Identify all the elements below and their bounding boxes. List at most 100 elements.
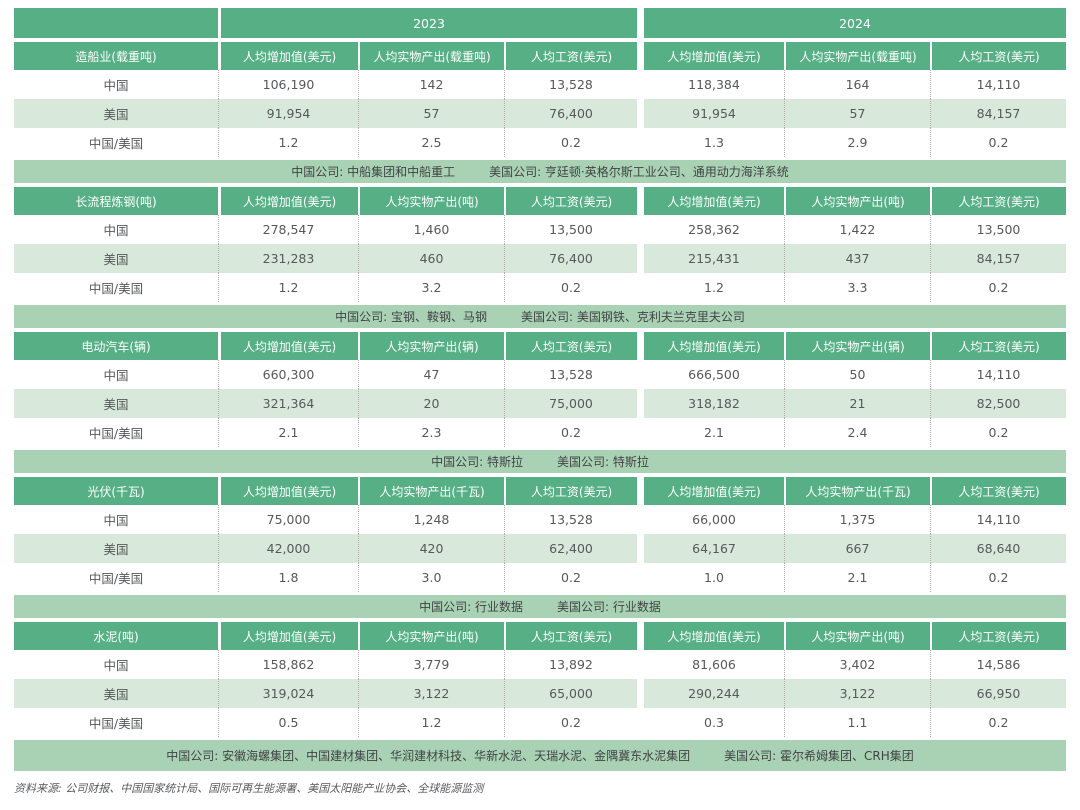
column-header: 人均实物产出(载重吨) xyxy=(358,42,504,70)
value-cell: 460 xyxy=(358,244,504,273)
column-header: 人均工资(美元) xyxy=(504,332,637,360)
value-cell: 14,110 xyxy=(930,505,1066,534)
value-cell: 660,300 xyxy=(218,360,358,389)
value-cell: 3,402 xyxy=(784,650,930,679)
value-cell: 318,182 xyxy=(637,389,784,418)
value-cell: 66,950 xyxy=(930,679,1066,708)
column-header: 人均增加值(美元) xyxy=(218,42,358,70)
industry-section: 造船业(载重吨) 人均增加值(美元) 人均实物产出(载重吨) 人均工资(美元) … xyxy=(14,42,1066,183)
column-header: 人均增加值(美元) xyxy=(637,622,784,650)
value-cell: 258,362 xyxy=(637,215,784,244)
company-note-row: 中国公司: 特斯拉 美国公司: 特斯拉 xyxy=(14,450,1066,473)
value-cell: 0.2 xyxy=(930,273,1066,302)
table-row: 美国 231,283 460 76,400 215,431 437 84,157 xyxy=(14,244,1066,273)
value-cell: 158,862 xyxy=(218,650,358,679)
value-cell: 0.2 xyxy=(930,418,1066,447)
value-cell: 666,500 xyxy=(637,360,784,389)
section-header-row: 造船业(载重吨) 人均增加值(美元) 人均实物产出(载重吨) 人均工资(美元) … xyxy=(14,42,1066,70)
value-cell: 1,248 xyxy=(358,505,504,534)
value-cell: 215,431 xyxy=(637,244,784,273)
column-header: 人均工资(美元) xyxy=(930,622,1066,650)
table-row: 美国 91,954 57 76,400 91,954 57 84,157 xyxy=(14,99,1066,128)
value-cell: 118,384 xyxy=(637,70,784,99)
industry-label: 造船业(载重吨) xyxy=(14,42,218,70)
value-cell: 2.9 xyxy=(784,128,930,157)
table-row: 中国 106,190 142 13,528 118,384 164 14,110 xyxy=(14,70,1066,99)
column-header: 人均实物产出(千瓦) xyxy=(358,477,504,505)
column-header: 人均增加值(美元) xyxy=(218,477,358,505)
row-label: 美国 xyxy=(14,534,218,563)
value-cell: 42,000 xyxy=(218,534,358,563)
value-cell: 0.2 xyxy=(504,708,637,737)
column-header: 人均增加值(美元) xyxy=(218,187,358,215)
value-cell: 57 xyxy=(358,99,504,128)
column-header: 人均增加值(美元) xyxy=(218,622,358,650)
column-header: 人均工资(美元) xyxy=(504,187,637,215)
value-cell: 231,283 xyxy=(218,244,358,273)
column-header: 人均工资(美元) xyxy=(930,477,1066,505)
value-cell: 65,000 xyxy=(504,679,637,708)
value-cell: 0.2 xyxy=(504,418,637,447)
value-cell: 13,500 xyxy=(930,215,1066,244)
column-header: 人均实物产出(吨) xyxy=(784,187,930,215)
value-cell: 319,024 xyxy=(218,679,358,708)
value-cell: 1,375 xyxy=(784,505,930,534)
source-note: 资料来源: 公司财报、中国国家统计局、国际可再生能源署、美国太阳能产业协会、全球… xyxy=(14,782,484,795)
value-cell: 13,528 xyxy=(504,505,637,534)
industry-section: 光伏(千瓦) 人均增加值(美元) 人均实物产出(千瓦) 人均工资(美元) 人均增… xyxy=(14,477,1066,618)
value-cell: 3.3 xyxy=(784,273,930,302)
value-cell: 3,122 xyxy=(784,679,930,708)
row-label: 中国 xyxy=(14,360,218,389)
section-header-row: 电动汽车(辆) 人均增加值(美元) 人均实物产出(辆) 人均工资(美元) 人均增… xyxy=(14,332,1066,360)
value-cell: 437 xyxy=(784,244,930,273)
column-header: 人均工资(美元) xyxy=(504,42,637,70)
column-header: 人均增加值(美元) xyxy=(637,42,784,70)
company-note-row: 中国公司: 宝钢、鞍钢、马钢 美国公司: 美国钢铁、克利夫兰克里夫公司 xyxy=(14,305,1066,328)
value-cell: 0.3 xyxy=(637,708,784,737)
table-row: 中国/美国 2.1 2.3 0.2 2.1 2.4 0.2 xyxy=(14,418,1066,447)
value-cell: 1.8 xyxy=(218,563,358,592)
year-label-2023: 2023 xyxy=(218,8,637,38)
industry-label: 水泥(吨) xyxy=(14,622,218,650)
company-note-usa: 美国公司: 行业数据 xyxy=(557,600,661,614)
table-row: 中国 158,862 3,779 13,892 81,606 3,402 14,… xyxy=(14,650,1066,679)
value-cell: 667 xyxy=(784,534,930,563)
table-row: 中国/美国 1.2 2.5 0.2 1.3 2.9 0.2 xyxy=(14,128,1066,157)
table-row: 中国/美国 0.5 1.2 0.2 0.3 1.1 0.2 xyxy=(14,708,1066,737)
table-row: 中国 75,000 1,248 13,528 66,000 1,375 14,1… xyxy=(14,505,1066,534)
column-header: 人均工资(美元) xyxy=(930,187,1066,215)
value-cell: 76,400 xyxy=(504,99,637,128)
company-note-row: 中国公司: 中船集团和中船重工 美国公司: 亨廷顿·英格尔斯工业公司、通用动力海… xyxy=(14,160,1066,183)
company-note-china: 中国公司: 宝钢、鞍钢、马钢 xyxy=(335,310,487,324)
row-label: 中国/美国 xyxy=(14,418,218,447)
industry-label: 光伏(千瓦) xyxy=(14,477,218,505)
year-header-empty-cell xyxy=(14,8,218,38)
value-cell: 290,244 xyxy=(637,679,784,708)
value-cell: 321,364 xyxy=(218,389,358,418)
company-note-usa: 美国公司: 霍尔希姆集团、CRH集团 xyxy=(724,749,914,763)
value-cell: 84,157 xyxy=(930,244,1066,273)
value-cell: 2.5 xyxy=(358,128,504,157)
table-row: 中国/美国 1.8 3.0 0.2 1.0 2.1 0.2 xyxy=(14,563,1066,592)
value-cell: 68,640 xyxy=(930,534,1066,563)
column-header: 人均实物产出(吨) xyxy=(784,622,930,650)
value-cell: 0.2 xyxy=(930,708,1066,737)
value-cell: 1.2 xyxy=(358,708,504,737)
value-cell: 57 xyxy=(784,99,930,128)
company-note-usa: 美国公司: 美国钢铁、克利夫兰克里夫公司 xyxy=(521,310,745,324)
value-cell: 1.2 xyxy=(218,273,358,302)
company-note-china: 中国公司: 中船集团和中船重工 xyxy=(291,165,456,179)
value-cell: 14,110 xyxy=(930,360,1066,389)
value-cell: 21 xyxy=(784,389,930,418)
column-header: 人均增加值(美元) xyxy=(637,477,784,505)
value-cell: 84,157 xyxy=(930,99,1066,128)
year-label-2024: 2024 xyxy=(637,8,1066,38)
value-cell: 1,460 xyxy=(358,215,504,244)
value-cell: 1.2 xyxy=(637,273,784,302)
column-header: 人均实物产出(辆) xyxy=(784,332,930,360)
column-header: 人均实物产出(吨) xyxy=(358,187,504,215)
value-cell: 1.1 xyxy=(784,708,930,737)
value-cell: 81,606 xyxy=(637,650,784,679)
industry-label: 电动汽车(辆) xyxy=(14,332,218,360)
